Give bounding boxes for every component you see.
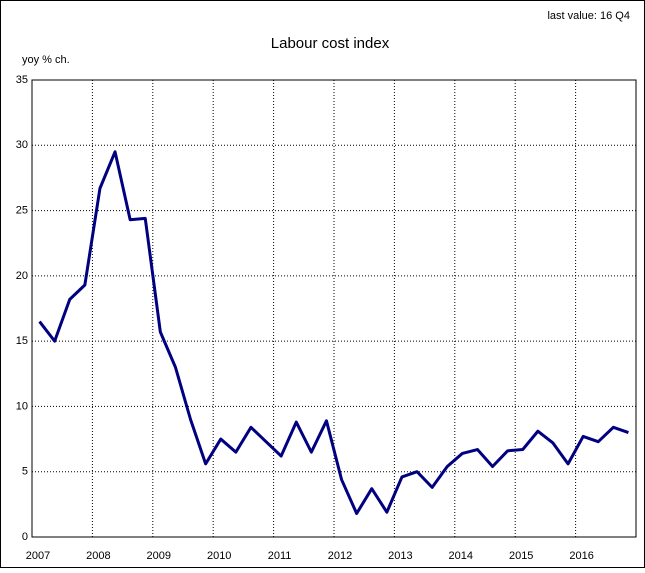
y-axis-label: yoy % ch. <box>22 54 70 66</box>
data-line <box>38 150 629 515</box>
y-tick-label: 15 <box>16 335 28 347</box>
chart-title: Labour cost index <box>271 35 390 52</box>
x-tick-label: 2012 <box>328 550 352 562</box>
y-tick-label: 20 <box>16 270 28 282</box>
x-tick-label: 2016 <box>569 550 593 562</box>
x-tick-label: 2014 <box>449 550 473 562</box>
y-tick-label: 5 <box>22 466 28 478</box>
plot-border <box>31 79 637 538</box>
y-tick-label: 0 <box>22 531 28 543</box>
x-tick-label: 2013 <box>388 550 412 562</box>
annotation: last value: 16 Q4 <box>547 10 630 22</box>
y-tick-label: 25 <box>16 204 28 216</box>
y-tick-label: 30 <box>16 139 28 151</box>
y-tick-label: 10 <box>16 400 28 412</box>
x-tick-label: 2007 <box>26 550 50 562</box>
x-tick-label: 2015 <box>509 550 533 562</box>
x-tick-label: 2010 <box>207 550 231 562</box>
y-tick-label: 35 <box>16 74 28 86</box>
x-tick-label: 2009 <box>147 550 171 562</box>
x-tick-label: 2011 <box>268 550 292 562</box>
x-tick-label: 2008 <box>86 550 110 562</box>
